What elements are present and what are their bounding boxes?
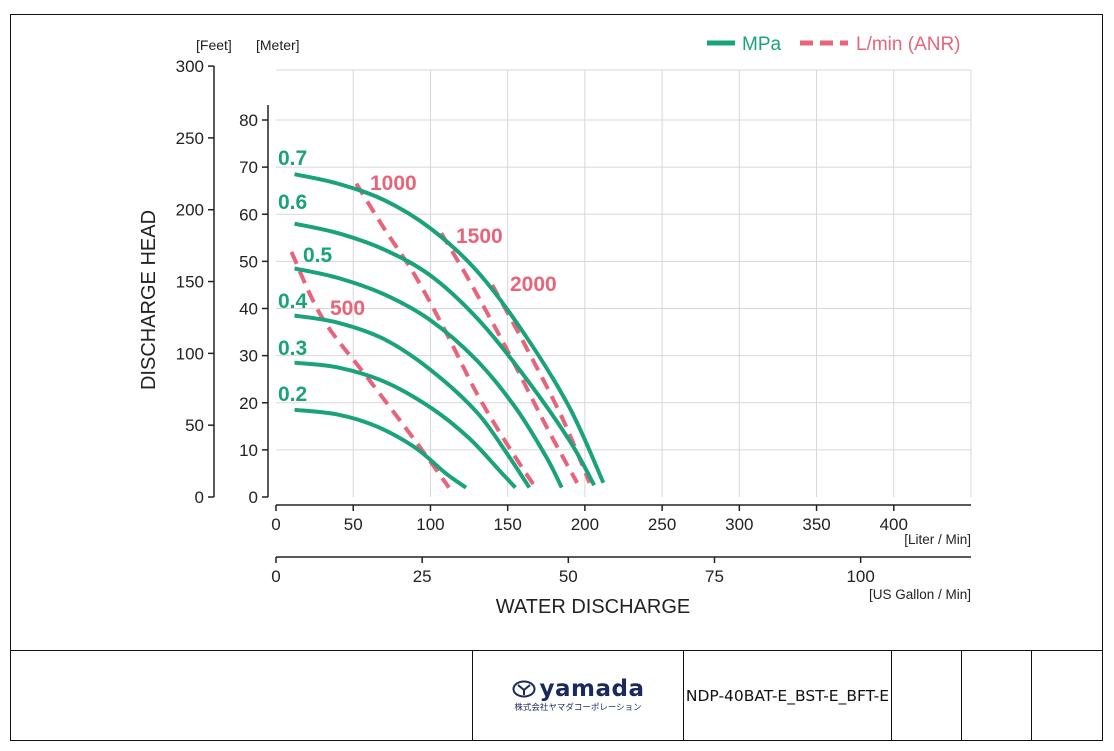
mpa-curve-0.5 <box>294 266 564 489</box>
meter-tick-label: 10 <box>239 441 258 460</box>
meter-tick-label: 20 <box>239 394 258 413</box>
feet-tick-label: 0 <box>195 488 204 507</box>
gallon-tick-label: 0 <box>271 567 280 586</box>
feet-tick-label: 150 <box>176 273 204 292</box>
feet-tick-label: 300 <box>176 57 204 76</box>
gallon-tick-label: 50 <box>559 567 578 586</box>
anr-label-1500: 1500 <box>456 225 503 248</box>
drawing-frame <box>10 14 1103 741</box>
mpa-curve-0.6 <box>294 221 596 487</box>
meter-tick-label: 60 <box>239 205 258 224</box>
liter-tick-label: 100 <box>416 515 444 534</box>
mpa-label-0.6: 0.6 <box>278 191 307 214</box>
mpa-curve-0.2 <box>294 407 468 490</box>
mpa-curve-0.3 <box>294 360 517 489</box>
mpa-label-0.2: 0.2 <box>278 383 307 406</box>
y-axis-title: DISCHARGE HEAD <box>138 210 160 390</box>
liter-tick-label: 200 <box>571 515 599 534</box>
mpa-label-0.7: 0.7 <box>278 147 307 170</box>
anr-label-2000: 2000 <box>510 273 557 296</box>
part-number-cell: NDP-40BAT-E_BST-E_BFT-E <box>683 651 891 741</box>
feet-tick-label: 250 <box>176 129 204 148</box>
liter-unit-label: [Liter / Min] <box>904 532 971 547</box>
meter-tick-label: 80 <box>239 111 258 130</box>
logo: yamada <box>512 676 645 702</box>
gallon-tick-label: 25 <box>413 567 432 586</box>
anr-curve-1500 <box>439 232 579 484</box>
liter-tick-label: 250 <box>648 515 676 534</box>
feet-tick-label: 200 <box>176 201 204 220</box>
x-axis-title: WATER DISCHARGE <box>496 596 690 618</box>
liter-tick-label: 300 <box>725 515 753 534</box>
liter-tick-label: 400 <box>880 515 908 534</box>
liter-tick-label: 350 <box>802 515 830 534</box>
feet-tick-label: 50 <box>185 416 204 435</box>
title-block-cell-3 <box>1031 651 1103 741</box>
yamada-mark-icon <box>512 680 535 698</box>
anr-label-1000: 1000 <box>370 172 417 195</box>
meter-tick-label: 70 <box>239 158 258 177</box>
title-block-cell-1 <box>891 651 961 741</box>
grid-layer <box>276 69 972 497</box>
anr-label-500: 500 <box>330 297 365 320</box>
logo-subtext: 株式会社ヤマダコーポレーション <box>514 703 642 713</box>
meter-tick-label: 0 <box>249 488 258 507</box>
title-block: yamada 株式会社ヤマダコーポレーション NDP-40BAT-E_BST-E… <box>10 650 1103 741</box>
mpa-curve-0.7 <box>294 172 606 484</box>
liter-tick-label: 50 <box>344 515 363 534</box>
label-layer: 0.7 0.6 0.5 0.4 0.3 0.2 500 1000 1500 2000 <box>278 147 557 406</box>
legend-mpa-label: MPa <box>742 34 782 55</box>
liter-tick-label: 150 <box>493 515 521 534</box>
feet-tick-label: 100 <box>176 344 204 363</box>
logo-text: yamada <box>539 676 645 702</box>
meter-tick-label: 40 <box>239 300 258 319</box>
series-layer <box>289 172 606 490</box>
logo-cell: yamada 株式会社ヤマダコーポレーション <box>472 651 683 741</box>
gallon-tick-label: 75 <box>705 567 724 586</box>
mpa-curve-0.4 <box>294 313 531 489</box>
title-block-cell-2 <box>961 651 1031 741</box>
legend: MPa L/min (ANR) <box>707 34 961 55</box>
legend-anr-label: L/min (ANR) <box>856 34 961 55</box>
meter-tick-label: 50 <box>239 252 258 271</box>
mpa-label-0.5: 0.5 <box>303 244 333 267</box>
meter-unit-label: [Meter] <box>256 37 300 53</box>
mpa-label-0.4: 0.4 <box>278 290 308 313</box>
meter-tick-label: 30 <box>239 347 258 366</box>
anr-curve-1000 <box>354 182 538 489</box>
part-number: NDP-40BAT-E_BST-E_BFT-E <box>685 687 890 705</box>
feet-unit-label: [Feet] <box>196 37 232 53</box>
gallon-unit-label: [US Gallon / Min] <box>869 587 971 602</box>
liter-tick-label: 0 <box>271 515 280 534</box>
gallon-tick-label: 100 <box>846 567 874 586</box>
mpa-label-0.3: 0.3 <box>278 337 307 360</box>
